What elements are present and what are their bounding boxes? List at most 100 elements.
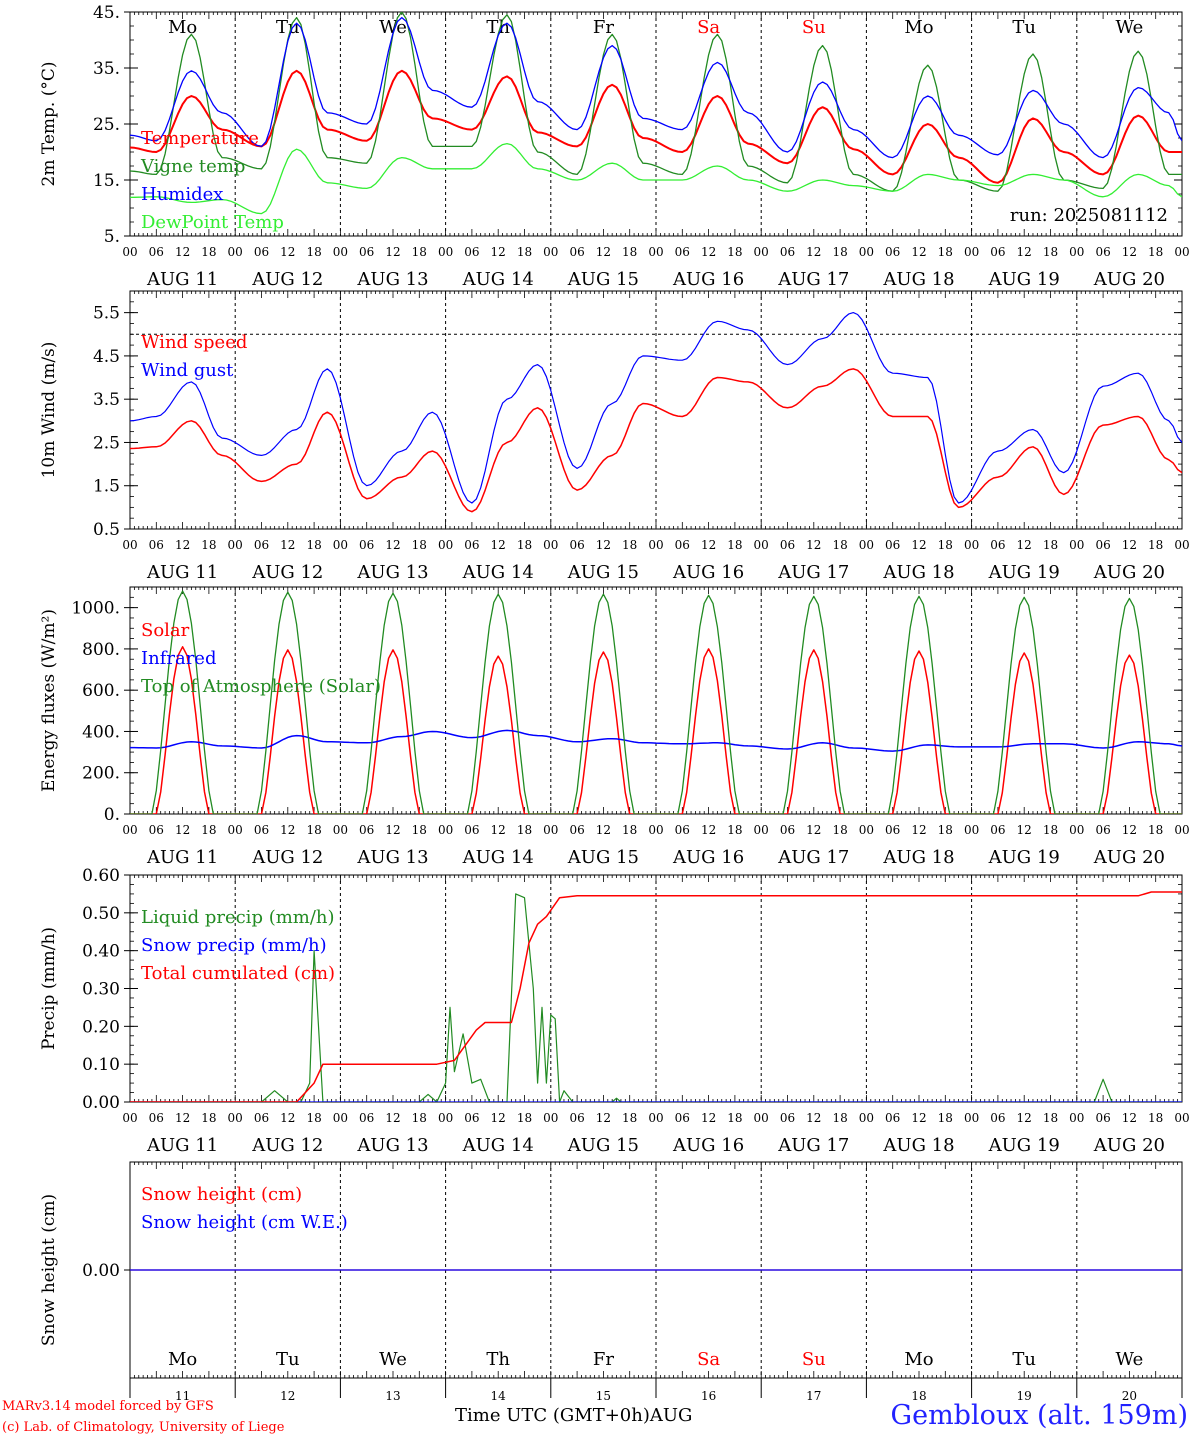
hour-label: 18: [622, 245, 637, 259]
hour-label: 06: [1095, 1111, 1110, 1125]
date-label: AUG 15: [567, 269, 639, 290]
hour-label: 06: [149, 538, 164, 552]
hour-label: 12: [175, 245, 190, 259]
weekday-label: Th: [486, 17, 510, 38]
station-name: Gembloux (alt. 159m): [890, 1400, 1188, 1431]
hour-label: 00: [543, 538, 558, 552]
weekday-label: We: [379, 17, 407, 38]
hour-label: 18: [306, 823, 321, 837]
hour-label: 00: [964, 538, 979, 552]
month-label: AUG: [649, 1405, 693, 1426]
hour-label: 18: [938, 538, 953, 552]
hour-label: 18: [832, 245, 847, 259]
date-label: AUG 18: [882, 562, 954, 583]
day-number-label: 14: [491, 1389, 507, 1403]
hour-label: 18: [412, 823, 427, 837]
hour-label: 18: [938, 823, 953, 837]
hour-label: 12: [175, 823, 190, 837]
hour-label: 00: [228, 245, 243, 259]
day-number-label: 11: [175, 1389, 190, 1403]
hour-label: 00: [1069, 1111, 1084, 1125]
hour-label: 12: [385, 823, 400, 837]
hour-label: 12: [596, 245, 611, 259]
hour-label: 06: [149, 1111, 164, 1125]
date-label: AUG 11: [146, 269, 218, 290]
hour-label: 00: [648, 538, 663, 552]
hour-label: 12: [280, 823, 295, 837]
hour-label: 06: [885, 1111, 900, 1125]
date-label: AUG 12: [251, 1135, 323, 1156]
legend-entry: Temperature: [141, 128, 259, 149]
hour-label: 18: [832, 538, 847, 552]
plot-frame: [129, 11, 1183, 237]
hour-label: 18: [517, 538, 532, 552]
hour-label: 00: [228, 823, 243, 837]
date-label: AUG 19: [988, 269, 1060, 290]
date-label: AUG 13: [356, 562, 428, 583]
date-label: AUG 20: [1093, 1135, 1165, 1156]
hour-label: 12: [806, 1111, 821, 1125]
hour-label: 06: [885, 823, 900, 837]
y-tick-label: 25.: [93, 115, 120, 135]
hour-label: 12: [1122, 538, 1137, 552]
hour-label: 18: [727, 1111, 742, 1125]
y-axis-label: Energy fluxes (W/m²): [39, 609, 59, 792]
hour-label: 06: [780, 245, 795, 259]
hour-label: 12: [806, 245, 821, 259]
day-number-label: 13: [385, 1389, 400, 1403]
hour-label: 18: [832, 823, 847, 837]
date-label: AUG 17: [777, 1135, 849, 1156]
panel-temp: 5. 15. 25. 35. 45. 2m Temp. (°C) 00 06 12 18 AUG 1…: [39, 3, 1190, 290]
hour-label: 18: [201, 538, 216, 552]
legend-entry: Snow height (cm W.E.): [141, 1212, 348, 1233]
y-tick-label: 0.00: [82, 1093, 120, 1113]
date-label: AUG 13: [356, 847, 428, 868]
y-tick-label: 0.60: [82, 866, 120, 886]
hour-label: 12: [701, 823, 716, 837]
y-tick-label: 0.5: [93, 520, 120, 540]
y-tick-label: 3.5: [93, 390, 120, 410]
hour-label: 00: [333, 245, 348, 259]
date-label: AUG 11: [146, 562, 218, 583]
hour-label: 06: [780, 823, 795, 837]
hour-label: 12: [1122, 245, 1137, 259]
hour-label: 12: [491, 538, 506, 552]
hour-label: 00: [754, 823, 769, 837]
date-label: AUG 18: [882, 847, 954, 868]
date-label: AUG 20: [1093, 562, 1165, 583]
y-tick-label: 45.: [93, 3, 120, 23]
date-label: AUG 17: [777, 847, 849, 868]
date-label: AUG 12: [251, 562, 323, 583]
hour-label: 12: [596, 823, 611, 837]
y-tick-label: 0.50: [82, 904, 120, 924]
hour-label: 18: [832, 1111, 847, 1125]
hour-label: 18: [727, 245, 742, 259]
legend-entry: Top of Atmosphere (Solar): [141, 676, 381, 697]
hour-label: 18: [1148, 538, 1163, 552]
weekday-label: We: [1116, 1349, 1144, 1370]
series-line-top-of-atmosphere-solar-: [130, 590, 1182, 814]
hour-label: 06: [885, 245, 900, 259]
hour-label: 18: [938, 1111, 953, 1125]
y-tick-label: 5.: [104, 227, 120, 247]
y-tick-label: 15.: [93, 171, 120, 191]
weekday-label: Su: [802, 17, 826, 38]
lab-credit: (c) Lab. of Climatology, University of L…: [2, 1420, 285, 1435]
hour-label: 00: [1174, 245, 1189, 259]
hour-label: 00: [333, 538, 348, 552]
y-tick-label: 200.: [82, 764, 120, 784]
hour-label: 18: [517, 823, 532, 837]
hour-label: 18: [727, 823, 742, 837]
date-label: AUG 14: [462, 562, 534, 583]
hour-label: 18: [517, 245, 532, 259]
hour-label: 18: [412, 245, 427, 259]
weekday-label: Sa: [697, 17, 720, 38]
hour-label: 18: [622, 538, 637, 552]
series-line-wind-gust: [130, 312, 1182, 504]
model-credit: MARv3.14 model forced by GFS: [2, 1399, 214, 1414]
series-line-solar: [130, 646, 1182, 814]
legend-entry: Humidex: [141, 184, 223, 205]
hour-label: 00: [228, 1111, 243, 1125]
date-label: AUG 16: [672, 562, 744, 583]
series-line-temperature: [130, 69, 1182, 184]
